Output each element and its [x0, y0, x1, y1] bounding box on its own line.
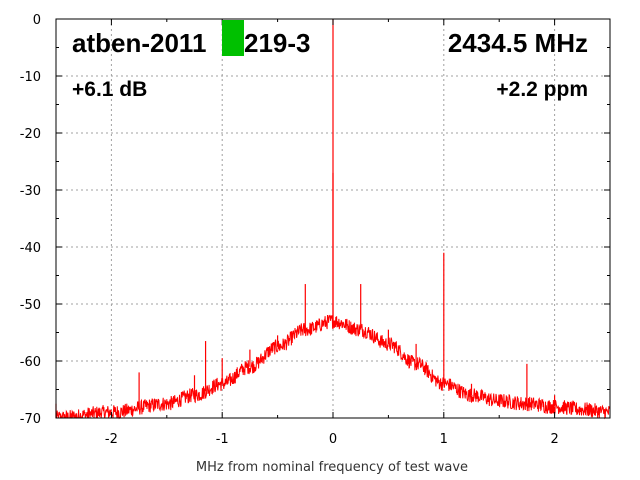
green-marker: [222, 20, 244, 56]
y-tick-label: -40: [20, 241, 41, 256]
y-tick-label: 0: [33, 13, 41, 28]
offset-label: +2.2 ppm: [496, 78, 588, 101]
tick-marks: [55, 18, 611, 419]
x-tick-label: 0: [329, 432, 337, 447]
device-label: atben-2011: [72, 28, 206, 58]
y-tick-label: -50: [20, 298, 41, 313]
frequency-label: 2434.5 MHz: [448, 28, 588, 58]
x-tick-label: -2: [105, 432, 118, 447]
device-suffix-label: 219-3: [244, 28, 311, 58]
x-tick-label: -1: [216, 432, 229, 447]
y-tick-label: -20: [20, 127, 41, 142]
y-tick-label: -30: [20, 184, 41, 199]
y-tick-label: -10: [20, 70, 41, 85]
y-tick-label: -70: [20, 412, 41, 427]
noise-floor-trace: [55, 314, 611, 420]
level-label: +6.1 dB: [72, 78, 147, 101]
x-tick-label: 2: [550, 432, 558, 447]
x-tick-label: 1: [440, 432, 448, 447]
x-axis-label: MHz from nominal frequency of test wave: [196, 460, 468, 475]
y-tick-label: -60: [20, 355, 41, 370]
spectrum-series: [55, 19, 611, 420]
